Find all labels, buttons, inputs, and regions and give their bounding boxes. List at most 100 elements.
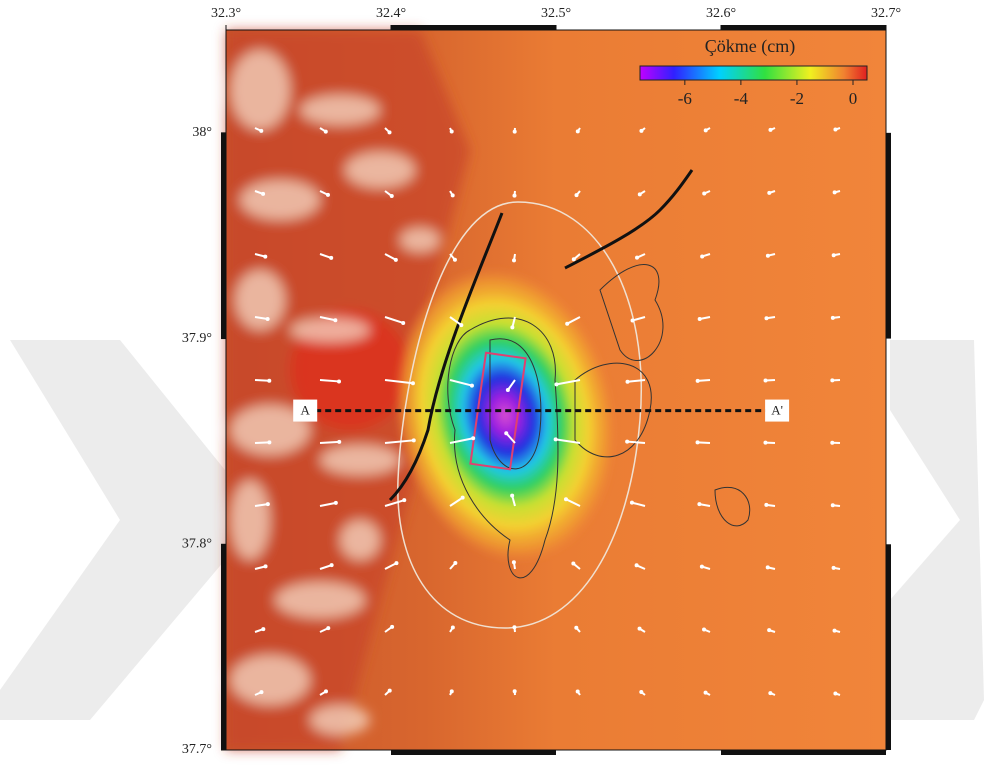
vector-head bbox=[411, 381, 415, 385]
vector-head bbox=[451, 193, 455, 197]
vector-head bbox=[576, 129, 580, 133]
vector-head bbox=[638, 192, 642, 196]
vector-head bbox=[639, 690, 643, 694]
vector-head bbox=[261, 627, 265, 631]
colorbar-title: Çökme (cm) bbox=[705, 36, 795, 57]
vector-head bbox=[259, 690, 263, 694]
vector-head bbox=[704, 128, 708, 132]
vector-head bbox=[506, 388, 510, 392]
x-tick-label: 32.4° bbox=[376, 6, 406, 21]
vector-head bbox=[767, 628, 771, 632]
x-tick-label: 32.7° bbox=[871, 6, 901, 21]
vector-head bbox=[631, 318, 635, 322]
vector-head bbox=[453, 258, 457, 262]
frame-segment bbox=[221, 544, 226, 750]
x-tick-label: 32.6° bbox=[706, 6, 736, 21]
vector-head bbox=[831, 316, 835, 320]
vector bbox=[627, 442, 645, 443]
vector-head bbox=[833, 128, 837, 132]
vector-head bbox=[402, 498, 406, 502]
vector-head bbox=[334, 501, 338, 505]
vector-head bbox=[830, 378, 834, 382]
frame-segment bbox=[391, 750, 556, 755]
vector-head bbox=[461, 496, 465, 500]
colorbar-tick-label: 0 bbox=[849, 89, 858, 108]
figure: Çökme (cm) 32.3°32.4°32.5°32.6°32.7°38°3… bbox=[0, 0, 984, 767]
y-tick-label: 37.9° bbox=[182, 331, 212, 346]
vector-head bbox=[764, 378, 768, 382]
map: Çökme (cm) bbox=[221, 25, 891, 755]
vector bbox=[255, 380, 269, 381]
vector-head bbox=[572, 257, 576, 261]
vector-head bbox=[764, 503, 768, 507]
vector-head bbox=[696, 440, 700, 444]
vector-head bbox=[324, 689, 328, 693]
vector-head bbox=[768, 128, 772, 132]
frame-segment bbox=[221, 133, 226, 339]
vector-head bbox=[453, 561, 457, 565]
vector-head bbox=[329, 256, 333, 260]
vector-head bbox=[700, 254, 704, 258]
vector-head bbox=[261, 192, 265, 196]
vector-head bbox=[766, 254, 770, 258]
frame-segment bbox=[391, 25, 556, 30]
vector-head bbox=[830, 441, 834, 445]
vector-head bbox=[697, 502, 701, 506]
vector-head bbox=[571, 562, 575, 566]
vector-head bbox=[833, 629, 837, 633]
vector-head bbox=[459, 323, 463, 327]
vector-head bbox=[575, 193, 579, 197]
vector-head bbox=[696, 379, 700, 383]
vector-head bbox=[263, 255, 267, 259]
vector-head bbox=[512, 560, 516, 564]
vector-head bbox=[635, 256, 639, 260]
vector-head bbox=[833, 190, 837, 194]
vector-head bbox=[564, 497, 568, 501]
vector-head bbox=[394, 258, 398, 262]
vector-head bbox=[513, 689, 517, 693]
vector-head bbox=[451, 625, 455, 629]
vector-head bbox=[630, 501, 634, 505]
vector-head bbox=[267, 379, 271, 383]
vector-head bbox=[554, 437, 558, 441]
vector-head bbox=[401, 321, 405, 325]
vector-head bbox=[390, 194, 394, 198]
vector-head bbox=[259, 129, 263, 133]
vector-head bbox=[554, 382, 558, 386]
vector-head bbox=[639, 129, 643, 133]
colorbar-tick-label: -4 bbox=[734, 89, 749, 108]
vector-head bbox=[768, 691, 772, 695]
vector-head bbox=[702, 627, 706, 631]
vector-head bbox=[326, 626, 330, 630]
vector-head bbox=[337, 440, 341, 444]
vector bbox=[255, 442, 269, 443]
vector-head bbox=[513, 130, 517, 134]
frame-segment bbox=[721, 750, 886, 755]
vector-head bbox=[512, 258, 516, 262]
vector-head bbox=[565, 322, 569, 326]
vector-head bbox=[626, 380, 630, 384]
vector bbox=[320, 442, 339, 443]
vector-head bbox=[512, 194, 516, 198]
colorbar-tick-label: -6 bbox=[678, 89, 692, 108]
vector-head bbox=[390, 625, 394, 629]
vector-head bbox=[510, 494, 514, 498]
x-tick-label: 32.5° bbox=[541, 6, 571, 21]
vector-head bbox=[831, 503, 835, 507]
vector-head bbox=[324, 130, 328, 134]
vector-head bbox=[266, 317, 270, 321]
vector-head bbox=[704, 691, 708, 695]
vector-head bbox=[766, 565, 770, 569]
vector-head bbox=[337, 379, 341, 383]
vector-head bbox=[330, 563, 334, 567]
vector-head bbox=[470, 384, 474, 388]
frame-segment bbox=[886, 133, 891, 339]
vector-head bbox=[625, 440, 629, 444]
vector-head bbox=[512, 625, 516, 629]
colorbar-tick-label: -2 bbox=[790, 89, 804, 108]
vector-head bbox=[333, 318, 337, 322]
vector-head bbox=[510, 325, 514, 329]
vector-head bbox=[576, 690, 580, 694]
vector-head bbox=[702, 192, 706, 196]
vector-head bbox=[394, 561, 398, 565]
